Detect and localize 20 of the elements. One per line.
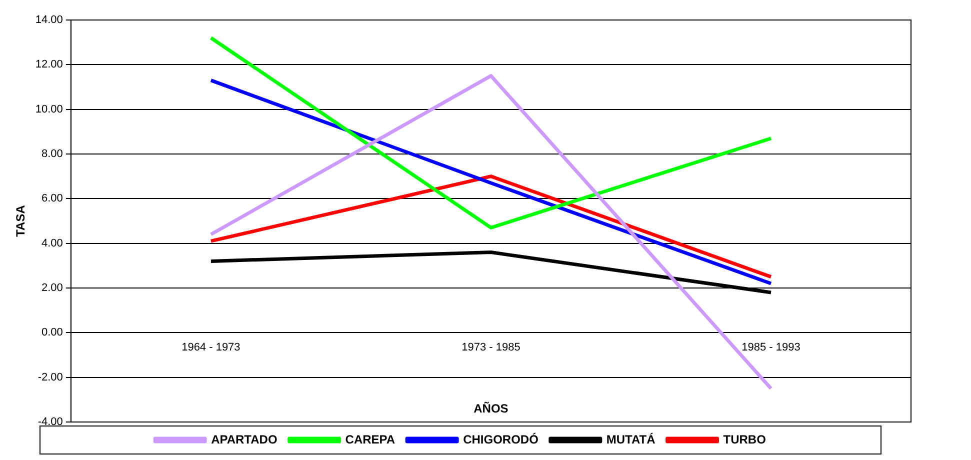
y-axis-title: TASA: [14, 204, 28, 237]
legend-label: APARTADO: [211, 432, 278, 446]
y-tick-label: 4.00: [42, 237, 63, 250]
y-tick-label: 10.00: [35, 103, 63, 116]
x-tick-label: 1964 - 1973: [182, 341, 240, 354]
x-axis-title: AÑOS: [474, 401, 508, 416]
y-tick-label: 8.00: [42, 148, 63, 160]
x-tick-label: 1985 - 1993: [742, 341, 800, 354]
y-tick-label: -2.00: [38, 371, 63, 384]
legend-label: TURBO: [723, 432, 766, 446]
legend-label: MUTATÁ: [606, 432, 656, 446]
y-tick-label: -4.00: [38, 416, 63, 428]
y-tick-label: 0.00: [42, 326, 63, 339]
y-tick-label: 14.00: [35, 14, 63, 26]
y-tick-label: 6.00: [42, 192, 63, 205]
y-tick-label: 2.00: [42, 282, 63, 294]
y-tick-label: 12.00: [35, 58, 63, 71]
legend-label: CAREPA: [345, 432, 396, 446]
x-tick-label: 1973 - 1985: [462, 341, 520, 354]
legend-label: CHIGORODÓ: [463, 432, 538, 446]
